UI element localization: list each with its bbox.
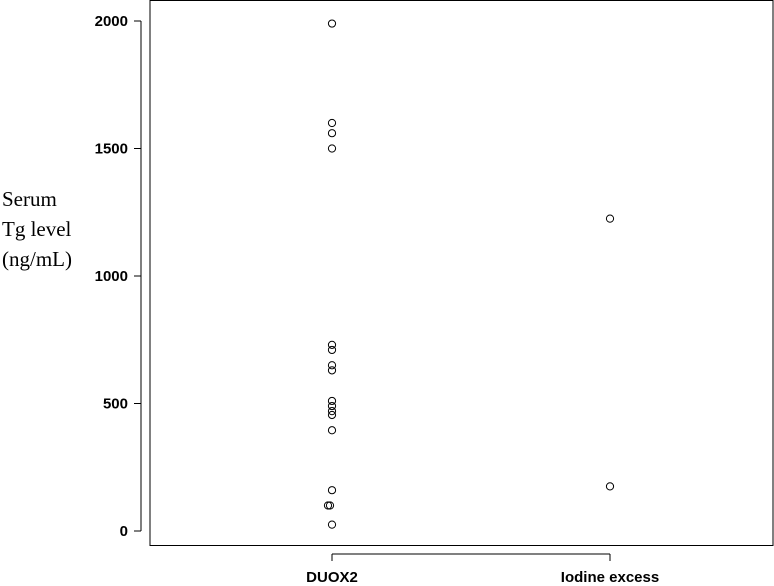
data-point [327, 410, 337, 420]
data-point [327, 361, 337, 370]
y-axis: 0 500 1000 1500 2000 [95, 13, 142, 540]
x-axis: DUOX2 Iodine excess [306, 553, 659, 586]
data-point [327, 144, 337, 153]
y-tick-label-0: 0 [120, 523, 128, 540]
data-point [605, 482, 615, 491]
data-point [323, 501, 333, 510]
y-tick-label-2000: 2000 [95, 13, 128, 30]
data-point [327, 486, 337, 495]
data-point [327, 118, 337, 128]
data-point [327, 19, 337, 28]
data-point [327, 366, 337, 375]
y-axis-label: Serum Tg level (ng/mL) [2, 187, 72, 271]
x-category-label-duox2: DUOX2 [306, 569, 358, 586]
data-point [327, 520, 337, 529]
data-points [323, 19, 615, 529]
data-point [327, 426, 337, 435]
data-point [327, 129, 337, 138]
y-axis-label-line-1: Serum [2, 187, 57, 211]
data-point [327, 345, 337, 355]
y-tick-label-1000: 1000 [95, 268, 128, 285]
data-point [327, 401, 337, 411]
data-point [327, 340, 337, 349]
x-category-label-iodine-excess: Iodine excess [561, 569, 659, 586]
data-point [605, 214, 615, 223]
y-tick-label-1500: 1500 [95, 141, 128, 158]
data-point [325, 501, 335, 510]
data-point [327, 396, 337, 406]
y-axis-label-line-3: (ng/mL) [2, 247, 72, 271]
y-tick-label-500: 500 [103, 396, 128, 413]
data-point [327, 407, 337, 416]
plot-frame [149, 0, 774, 546]
y-axis-label-line-2: Tg level [2, 217, 72, 241]
